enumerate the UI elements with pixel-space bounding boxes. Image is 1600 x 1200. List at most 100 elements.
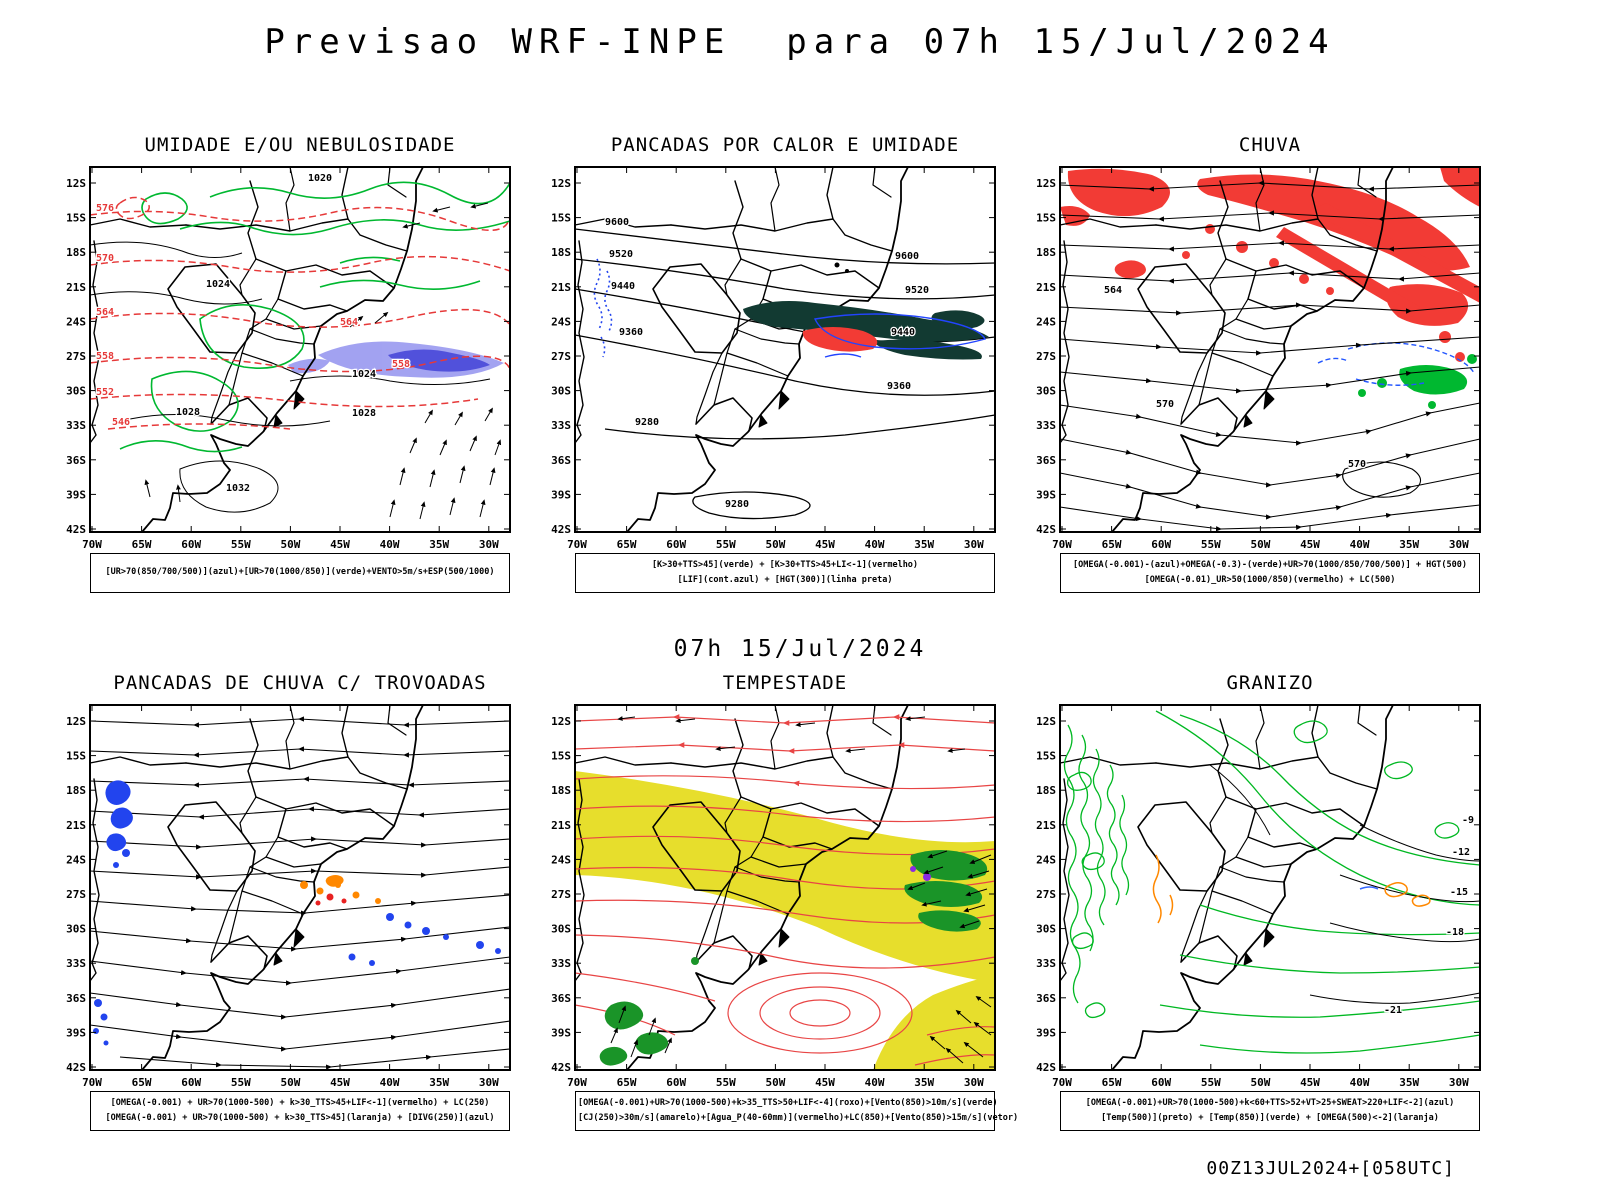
svg-text:15S: 15S [1036, 212, 1056, 225]
caption-umidade: [UR>70(850/700/500)](azul)+[UR>70(1000/8… [90, 553, 510, 593]
svg-text:35W: 35W [429, 538, 449, 551]
svg-text:30W: 30W [1449, 1076, 1469, 1089]
thickness-contours [89, 196, 511, 430]
svg-text:40W: 40W [1350, 538, 1370, 551]
svg-text:36S: 36S [66, 454, 86, 467]
svg-text:1032: 1032 [226, 483, 250, 494]
svg-text:33S: 33S [66, 419, 86, 432]
svg-text:30W: 30W [479, 538, 499, 551]
svg-text:65W: 65W [617, 538, 637, 551]
svg-text:39S: 39S [1036, 488, 1056, 501]
svg-text:45W: 45W [330, 1076, 350, 1089]
svg-text:70W: 70W [82, 538, 102, 551]
svg-text:24S: 24S [66, 853, 86, 866]
green-wind-patches [599, 850, 988, 1066]
svg-text:9360: 9360 [887, 381, 911, 392]
svg-text:42S: 42S [66, 523, 86, 536]
svg-text:70W: 70W [567, 1076, 587, 1089]
svg-text:576: 576 [96, 203, 114, 214]
svg-text:50W: 50W [280, 538, 300, 551]
svg-text:30S: 30S [551, 385, 571, 398]
svg-text:60W: 60W [181, 538, 201, 551]
svg-text:18S: 18S [551, 246, 571, 259]
svg-text:12S: 12S [66, 177, 86, 190]
svg-text:570: 570 [96, 253, 114, 264]
svg-text:21S: 21S [1036, 819, 1056, 832]
svg-text:33S: 33S [1036, 957, 1056, 970]
svg-text:40W: 40W [380, 538, 400, 551]
svg-text:-12: -12 [1452, 847, 1470, 858]
svg-text:21S: 21S [551, 819, 571, 832]
panel-tempestade-title: TEMPESTADE [722, 672, 848, 694]
svg-text:40W: 40W [865, 538, 885, 551]
map-granizo: -9 -12 -15 -18 -21 12S 15S 18S 21S 24S 27S 30S 33S 36… [1036, 704, 1481, 1089]
svg-text:27S: 27S [1036, 350, 1056, 363]
run-timestamp: 00Z13JUL2024+[058UTC] [1206, 1158, 1455, 1179]
svg-text:1028: 1028 [176, 407, 200, 418]
svg-text:9440: 9440 [891, 327, 915, 338]
svg-text:35W: 35W [1399, 1076, 1419, 1089]
svg-text:55W: 55W [1201, 538, 1221, 551]
svg-text:33S: 33S [1036, 419, 1056, 432]
svg-text:42S: 42S [1036, 523, 1056, 536]
blue-hail-contour [1359, 886, 1379, 890]
panel-granizo: GRANIZO [1016, 672, 1486, 1131]
svg-text:24S: 24S [66, 315, 86, 328]
svg-text:60W: 60W [666, 538, 686, 551]
map-chuva: 570 564 570 12S 15S 18S 21S 24S 27S 30S 33S 36S 39S 4… [1036, 166, 1481, 551]
mid-datetime-label: 07h 15/Jul/2024 [673, 636, 927, 662]
svg-text:45W: 45W [815, 1076, 835, 1089]
south-america-basemap [89, 704, 424, 1071]
svg-text:70W: 70W [82, 1076, 102, 1089]
svg-text:30S: 30S [66, 385, 86, 398]
svg-text:39S: 39S [1036, 1026, 1056, 1039]
svg-text:50W: 50W [1250, 538, 1270, 551]
svg-text:55W: 55W [231, 538, 251, 551]
svg-text:27S: 27S [551, 350, 571, 363]
svg-text:12S: 12S [66, 715, 86, 728]
svg-text:60W: 60W [666, 1076, 686, 1089]
page-title: Previsao WRF-INPE para 07h 15/Jul/2024 [264, 22, 1336, 62]
svg-text:55W: 55W [716, 1076, 736, 1089]
svg-text:1024: 1024 [352, 369, 376, 380]
caption-trovoadas: [OMEGA(-0.001) + UR>70(1000-500) + k>30_… [90, 1091, 510, 1131]
svg-text:15S: 15S [1036, 750, 1056, 763]
svg-text:15S: 15S [66, 212, 86, 225]
svg-text:42S: 42S [66, 1061, 86, 1074]
svg-text:21S: 21S [66, 281, 86, 294]
svg-text:40W: 40W [380, 1076, 400, 1089]
panel-granizo-title: GRANIZO [1226, 672, 1314, 694]
rain-patches [1060, 167, 1480, 362]
svg-text:42S: 42S [1036, 1061, 1056, 1074]
svg-text:33S: 33S [66, 957, 86, 970]
svg-text:50W: 50W [280, 1076, 300, 1089]
svg-text:55W: 55W [1201, 1076, 1221, 1089]
svg-text:9520: 9520 [609, 249, 633, 260]
svg-text:30S: 30S [551, 923, 571, 936]
svg-text:36S: 36S [551, 454, 571, 467]
svg-text:55W: 55W [231, 1076, 251, 1089]
panel-chuva-title: CHUVA [1238, 134, 1302, 156]
svg-text:39S: 39S [66, 1026, 86, 1039]
svg-text:35W: 35W [1399, 538, 1419, 551]
svg-text:35W: 35W [914, 538, 934, 551]
svg-text:564: 564 [340, 317, 358, 328]
green-temp850-contours [1063, 710, 1481, 1054]
purple-storm-patches [910, 866, 931, 881]
panel-trovoadas: PANCADAS DE CHUVA C/ TROVOADAS [46, 672, 516, 1131]
map-trovoadas: 12S 15S 18S 21S 24S 27S 30S 33S 36S 39S 42S 70W 65W 6… [66, 704, 511, 1089]
wind-vectors [610, 716, 992, 1064]
svg-text:33S: 33S [551, 419, 571, 432]
svg-text:60W: 60W [181, 1076, 201, 1089]
svg-text:-21: -21 [1384, 1005, 1402, 1016]
svg-text:24S: 24S [551, 315, 571, 328]
svg-text:-9: -9 [1462, 815, 1474, 826]
svg-text:1020: 1020 [308, 173, 332, 184]
svg-text:50W: 50W [1250, 1076, 1270, 1089]
svg-text:60W: 60W [1151, 538, 1171, 551]
svg-text:65W: 65W [132, 538, 152, 551]
red-instability-patches [315, 893, 347, 906]
svg-text:21S: 21S [551, 281, 571, 294]
svg-text:30S: 30S [1036, 923, 1056, 936]
svg-text:570: 570 [1156, 399, 1174, 410]
